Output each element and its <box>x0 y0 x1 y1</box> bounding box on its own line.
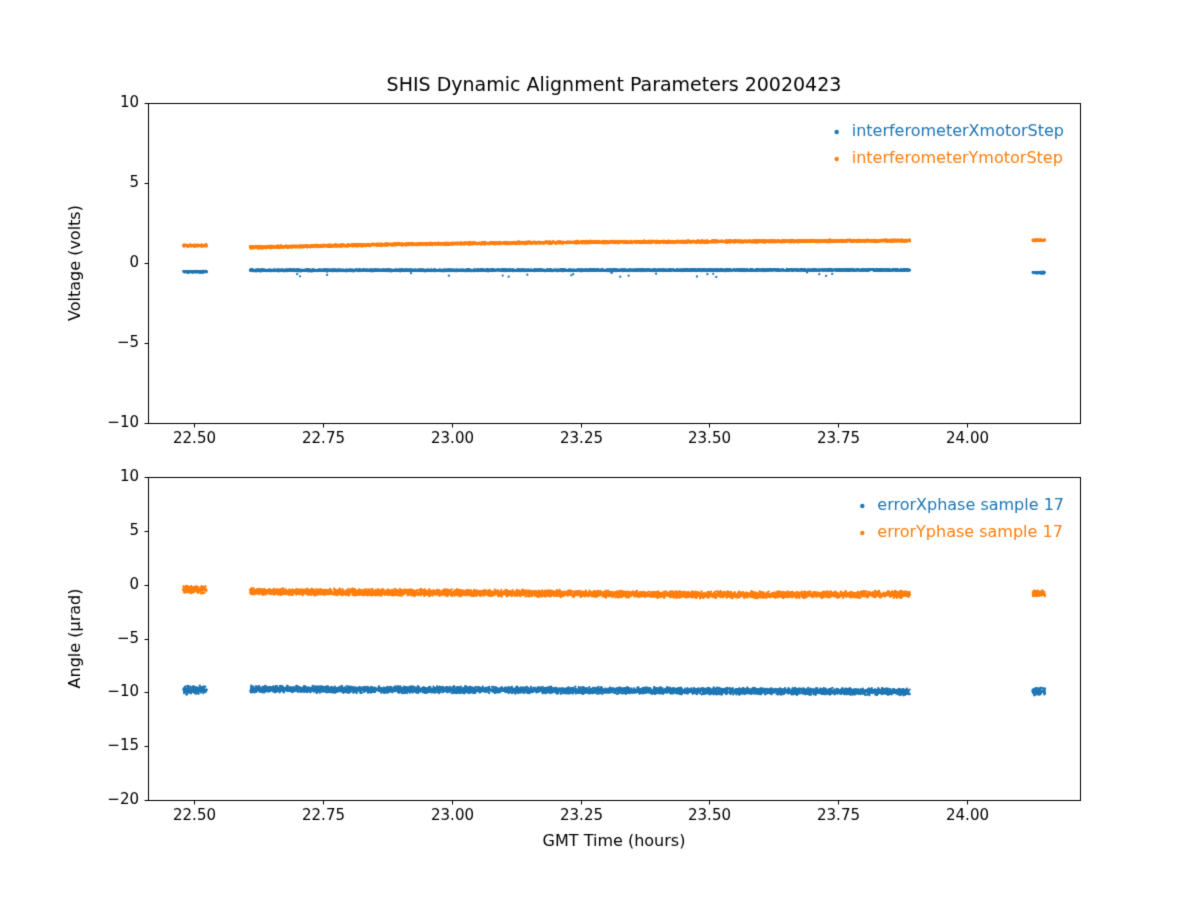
figure <box>0 0 1200 900</box>
chart-canvas <box>0 0 1200 900</box>
